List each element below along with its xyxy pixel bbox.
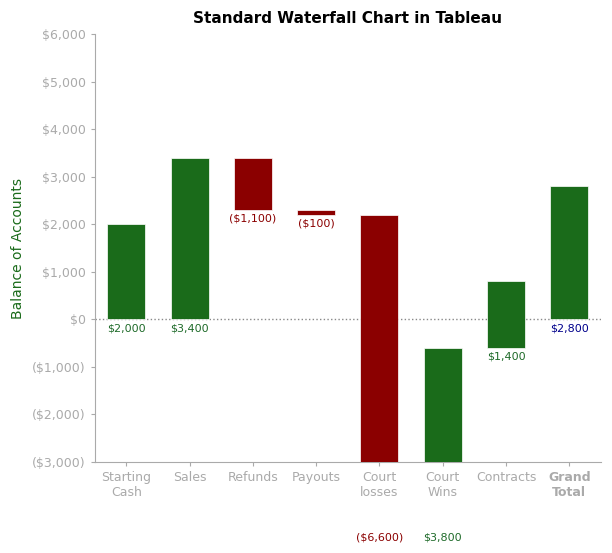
Text: $2,000: $2,000 [107,323,146,333]
Text: $1,400: $1,400 [487,352,525,362]
Bar [107,225,145,319]
Bar [297,210,335,215]
Bar [424,348,461,528]
Bar [487,281,525,348]
Text: ($6,600): ($6,600) [356,532,403,542]
Bar [171,158,209,319]
Y-axis label: Balance of Accounts: Balance of Accounts [11,178,25,319]
Bar [234,158,272,210]
Text: $3,800: $3,800 [424,532,462,542]
Text: $3,400: $3,400 [170,323,209,333]
Title: Standard Waterfall Chart in Tableau: Standard Waterfall Chart in Tableau [193,11,502,26]
Bar [550,186,588,319]
Text: ($100): ($100) [298,218,335,228]
Text: ($1,100): ($1,100) [230,214,277,224]
Bar [360,215,398,528]
Text: $2,800: $2,800 [550,323,589,333]
